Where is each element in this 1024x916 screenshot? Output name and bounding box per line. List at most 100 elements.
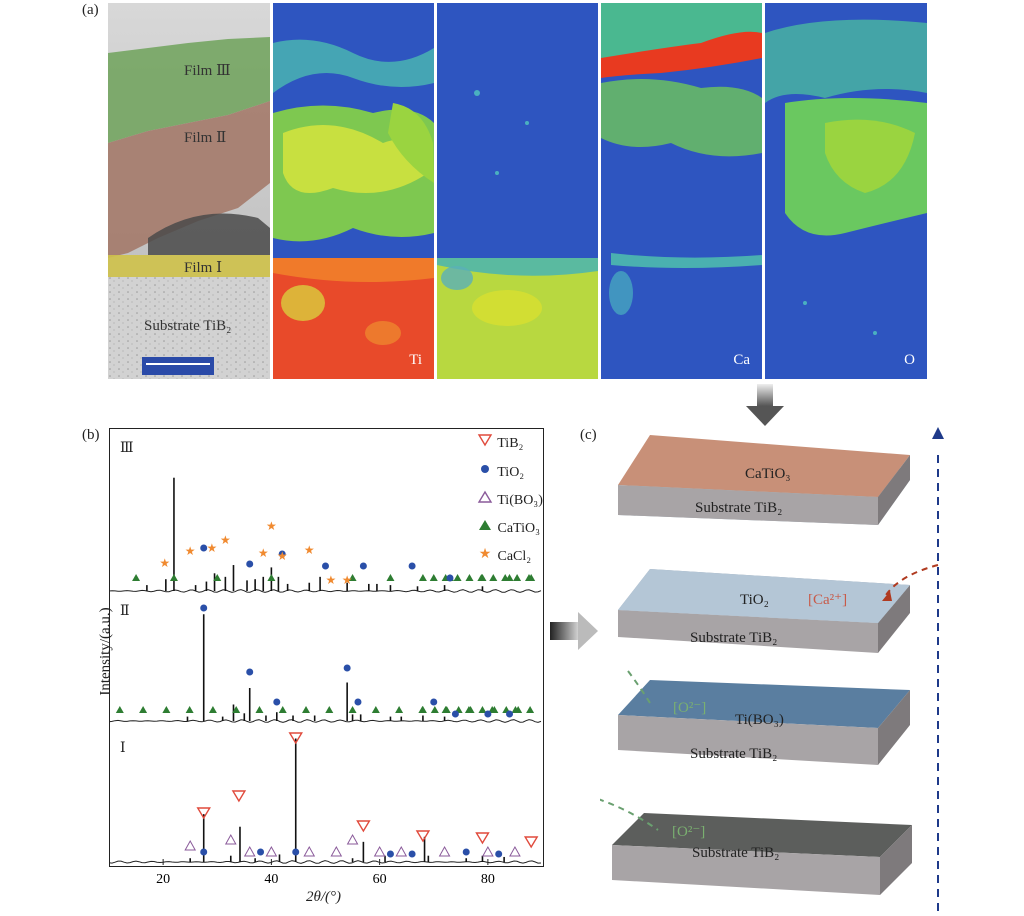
arrow-head-icon <box>932 427 944 439</box>
cacl2-marker: ★ <box>266 519 277 533</box>
catio3-marker <box>169 574 178 581</box>
catio3-marker <box>442 706 451 713</box>
tio2-marker <box>408 850 416 858</box>
tibo3-marker <box>184 839 197 851</box>
circle-icon <box>481 465 489 473</box>
tio2-marker <box>484 710 492 718</box>
catio3-marker <box>429 574 438 581</box>
tibo3-marker <box>330 845 343 857</box>
catio3-marker <box>302 706 311 713</box>
slab-substrate <box>612 813 912 895</box>
tibo3-marker <box>395 845 408 857</box>
panel-c-label: (c) <box>580 427 597 443</box>
catio3-marker <box>325 706 334 713</box>
catio3-marker <box>489 574 498 581</box>
legend-catio3: CaTiO₃ <box>476 518 540 537</box>
x-tick-label: 60 <box>373 872 387 887</box>
catio3-marker <box>465 574 474 581</box>
tib2-marker <box>523 836 539 849</box>
tib2-marker <box>196 807 211 820</box>
element-label-o: O <box>904 352 915 368</box>
tib2-marker <box>356 820 371 833</box>
xrd-baseline-2 <box>109 719 542 723</box>
o-ion-label-1: [O²⁻] <box>673 700 707 716</box>
catio3-label: CaTiO₃ <box>745 466 791 482</box>
tibo3-marker <box>303 845 316 857</box>
catio3-marker <box>278 706 287 713</box>
tio2-marker <box>386 850 394 858</box>
tibo3-marker <box>373 845 386 857</box>
legend-tio2: TiO₂ <box>476 462 524 481</box>
cacl2-marker: ★ <box>185 544 196 558</box>
panel-a-label: (a) <box>82 2 99 18</box>
catio3-marker <box>213 574 222 581</box>
xlabel: 2θ/(°) <box>306 889 342 905</box>
tio2-marker <box>506 710 514 718</box>
cacl2-marker: ★ <box>277 549 288 563</box>
right-arrow-icon <box>550 612 598 650</box>
tibo3-marker <box>438 845 451 857</box>
x-tick-label: 40 <box>264 872 278 887</box>
catio3-marker <box>139 706 148 713</box>
slab-tibo3 <box>618 680 910 765</box>
catio3-marker <box>466 706 475 713</box>
tio2-marker <box>430 698 438 706</box>
slab3-side-label: Substrate TiB₂ <box>690 746 778 762</box>
tio2-marker <box>257 848 265 856</box>
tib2-marker <box>288 732 303 745</box>
tib2-marker <box>415 830 431 843</box>
o-diffusion-arrow-1 <box>627 670 651 704</box>
ti-map: Ti <box>273 3 434 379</box>
catio3-marker <box>348 706 357 713</box>
tio2-marker <box>200 848 208 856</box>
ca-map: Ca <box>601 3 762 379</box>
substrate-label: Substrate TiB₂ <box>144 318 232 334</box>
catio3-marker <box>514 706 523 713</box>
tio2-marker <box>451 710 459 718</box>
tio2-marker <box>359 562 367 570</box>
tio2-label: TiO₂ <box>740 592 769 608</box>
tibo3-marker <box>224 833 237 845</box>
tio2-marker <box>246 560 254 568</box>
pattern-label-2: Ⅱ <box>120 604 130 619</box>
tio2-marker <box>200 604 208 612</box>
substrate-top-label: Substrate TiB₂ <box>692 845 780 861</box>
tio2-marker <box>322 562 329 570</box>
tibo3-marker <box>482 845 494 857</box>
pattern-label-3: Ⅲ <box>120 441 134 456</box>
legend-cacl2: ★ CaCl₂ <box>476 546 531 565</box>
film-1-label: Film Ⅰ <box>184 260 223 276</box>
catio3-marker <box>430 706 439 713</box>
catio3-marker <box>371 706 380 713</box>
o-ion-label-2: [O²⁻] <box>672 824 706 840</box>
tib2-marker <box>475 832 490 845</box>
tio2-marker <box>446 574 454 582</box>
film-3-label: Film Ⅲ <box>184 63 231 79</box>
catio3-marker <box>267 574 276 581</box>
catio3-marker <box>513 574 522 581</box>
svg-text:★: ★ <box>479 547 492 560</box>
layer-stack-diagram <box>600 427 944 913</box>
xrd-baseline-3 <box>109 860 542 864</box>
triangle-up-icon <box>477 490 493 503</box>
tio2-marker <box>278 550 286 558</box>
tio2-marker <box>292 848 300 856</box>
catio3-marker <box>395 706 404 713</box>
tib2-marker <box>231 790 247 803</box>
cacl2-marker: ★ <box>326 573 337 587</box>
filled-triangle-icon <box>479 520 491 530</box>
cacl2-marker: ★ <box>220 533 231 547</box>
tibo3-marker <box>509 845 521 857</box>
catio3-marker <box>232 706 241 713</box>
slab2-side-label: Substrate TiB₂ <box>690 630 778 646</box>
tio2-marker <box>408 562 416 570</box>
pattern-label-1: Ⅰ <box>120 741 126 756</box>
tibo3-marker <box>265 845 278 857</box>
tio2-marker <box>343 664 351 672</box>
catio3-marker <box>132 574 141 581</box>
ca-ion-label: [Ca²⁺] <box>808 592 848 608</box>
element-label-ca: Ca <box>733 352 750 368</box>
catio3-marker <box>490 706 499 713</box>
slab1-side-label: Substrate TiB₂ <box>695 500 783 516</box>
tio2-marker <box>200 544 208 552</box>
